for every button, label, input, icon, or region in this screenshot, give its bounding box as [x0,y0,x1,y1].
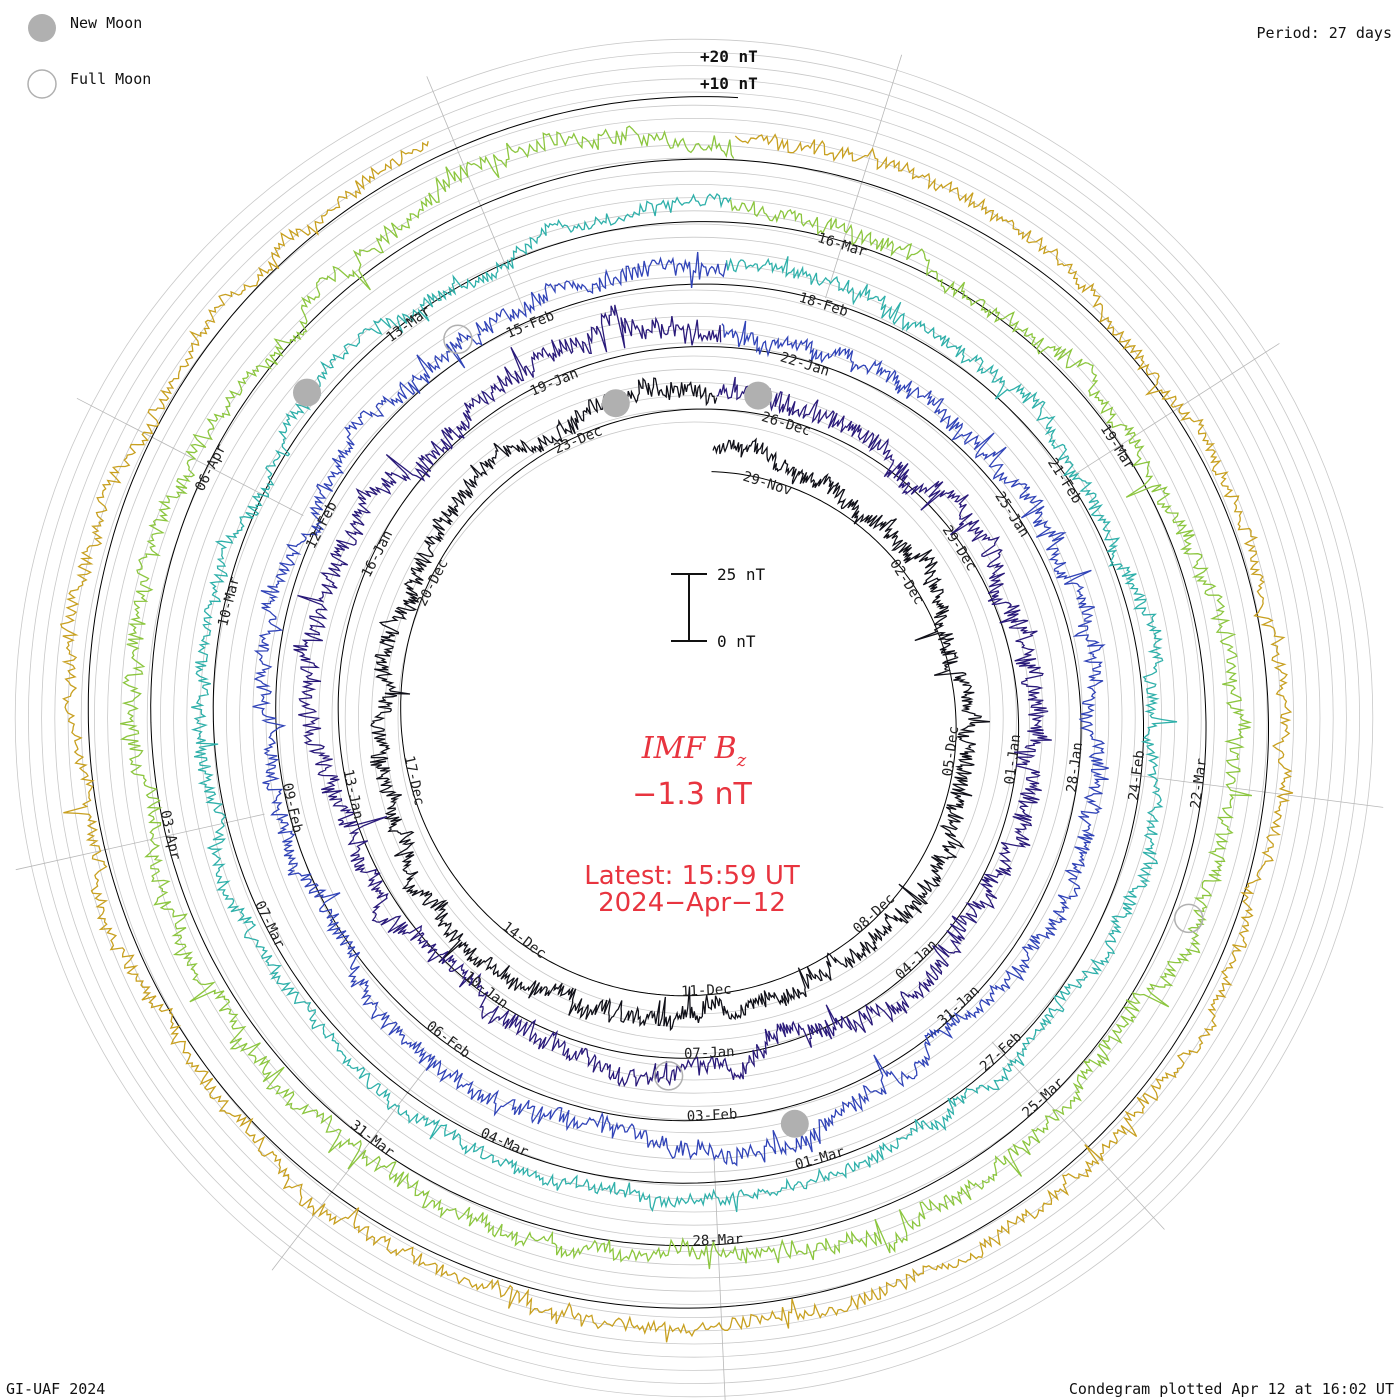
grid-circle [186,210,1202,1226]
grid-circle [80,104,1308,1332]
grid-circle [252,276,1136,1160]
day-spoke [713,1157,726,1400]
series-line-3 [252,251,1109,1167]
date-label: 16-Mar [815,230,868,260]
grid-circle [107,131,1281,1305]
grid-circle [160,184,1228,1252]
new-moon-marker [293,378,321,407]
date-label: 18-Feb [797,290,850,320]
day-spoke [271,1067,428,1271]
date-label: 07-Jan [684,1044,735,1062]
latest-date: 2024−Apr−12 [598,888,786,918]
new-moon-marker [601,389,630,418]
moon-markers [293,324,1204,1138]
date-label: 11-Dec [681,982,732,1000]
date-label: 12-Feb [303,499,340,551]
legend-new-moon-label: New Moon [70,14,142,32]
series-layer [59,125,1294,1343]
grid-circle [344,368,1044,1068]
grid-circle [225,249,1163,1187]
full-moon-marker [443,324,473,355]
date-label: 29-Nov [741,469,794,499]
series-line-4 [190,192,1178,1213]
date-label: 28-Mar [692,1231,743,1249]
new-moon-icon [28,14,56,42]
new-moon-marker [744,381,773,410]
spoke-layer [15,54,1384,1400]
day-spoke [991,1041,1165,1230]
grid-circle [265,289,1123,1147]
series-line-5 [119,125,1253,1270]
grid-circle [14,38,1374,1398]
day-spoke [1130,774,1384,808]
grid-circle [54,78,1334,1358]
date-label: 02-Dec [886,556,927,607]
date-label: 24-Feb [1126,749,1148,801]
day-spoke [1064,343,1280,482]
date-label: 04-Mar [478,1125,531,1160]
date-label: 05-Dec [940,725,962,777]
legend: New Moon Full Moon [27,14,151,99]
grid-circle [133,157,1255,1279]
date-label: 13-Jan [340,768,367,821]
footer-plotted: Condegram plotted Apr 12 at 16:02 UT [1069,1380,1394,1398]
grid-circle [331,355,1057,1081]
measurement-title-main: IMF B [641,731,737,766]
date-label: 03-Feb [686,1107,737,1125]
current-value: −1.3 nT [632,777,752,812]
grid-circle [397,421,991,1015]
date-label: 04-Jan [892,937,940,983]
date-label: 28-Jan [1064,741,1086,793]
offset-label-20: +20 nT [700,47,758,66]
scale-bar-top-label: 25 nT [717,565,766,584]
date-label: 06-Apr [192,442,229,494]
date-label: 03-Apr [157,809,184,862]
date-label: 22-Jan [778,349,831,379]
grid-circle [239,263,1149,1173]
grid-circle [41,65,1347,1371]
series-line-6 [59,133,1294,1343]
scale-bar-bottom-label: 0 nT [717,632,756,651]
footer-credit: GI-UAF 2024 [6,1380,105,1398]
new-moon-marker [780,1109,809,1138]
offset-label-10: +10 nT [700,74,758,93]
date-label: 01-Jan [1002,733,1024,785]
date-label: 22-Mar [1188,757,1210,809]
legend-full-moon-label: Full Moon [70,70,151,88]
period-text: Period: 27 days [1257,24,1392,42]
baseline-spiral [87,96,1269,1309]
date-label: 19-Jan [528,365,581,399]
grid-circle [291,315,1097,1121]
full-moon-icon [27,69,57,99]
day-spoke [426,76,526,312]
grid-circle [305,329,1083,1107]
grid-circle [384,408,1004,1028]
grid-circle [94,118,1294,1318]
grid-layer [14,38,1374,1398]
baseline-spiral-path [87,96,1269,1309]
grid-circle [120,144,1268,1292]
series-line-1 [369,377,990,1032]
date-label: 09-Feb [279,781,306,834]
grid-circle [357,381,1031,1055]
measurement-title-sub: z [736,750,747,771]
date-label: 25-Mar [1019,1075,1067,1121]
scale-bar: 25 nT 0 nT [671,565,766,651]
grid-circle [28,52,1360,1384]
grid-circle [278,302,1110,1134]
latest-time: Latest: 15:59 UT [584,861,800,891]
measurement-title: IMF Bz [641,731,747,771]
full-moon-marker [1173,903,1204,934]
date-label: 13-Mar [384,303,434,346]
day-spoke [825,54,903,299]
date-label: 14-Dec [499,919,549,962]
date-label: 27-Feb [977,1029,1025,1075]
series-line-2 [293,304,1052,1088]
full-moon-marker [653,1061,684,1091]
grid-circle [67,91,1321,1345]
